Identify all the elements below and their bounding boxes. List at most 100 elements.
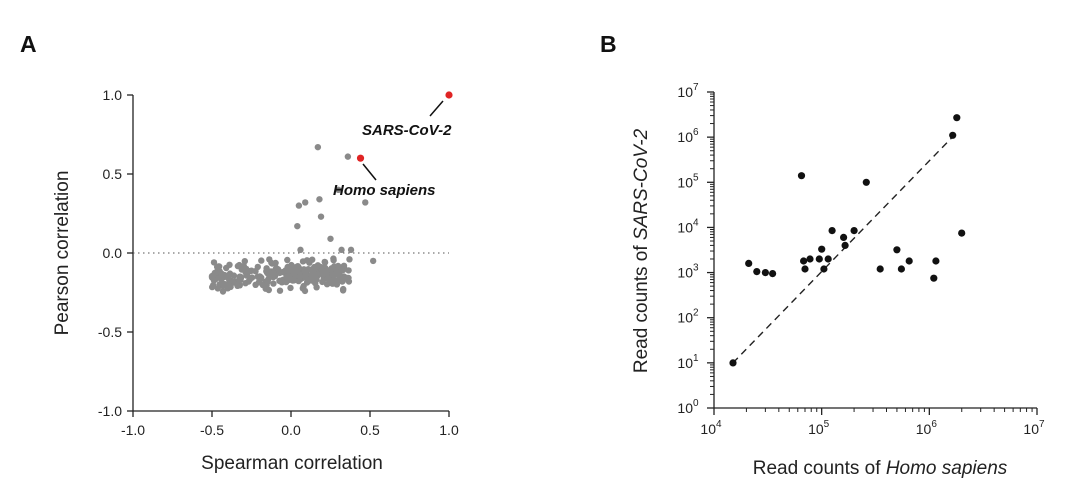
panel-a-point <box>347 246 355 254</box>
panel-a-point <box>339 277 346 285</box>
homo-sapiens-leader-line <box>362 163 377 181</box>
panel-b-point <box>953 114 961 122</box>
panel-b-ytick-label: 100 <box>677 398 699 416</box>
sars-cov-2-leader-line <box>429 100 444 117</box>
panel-b-ytick-label: 103 <box>677 263 699 281</box>
panel-a-point <box>264 278 271 286</box>
panel-a-point <box>266 256 273 263</box>
tick-exponent: 6 <box>693 127 699 138</box>
panel-a-ytick-label: -1.0 <box>98 403 122 419</box>
panel-a-point <box>316 196 323 203</box>
panel-a-point <box>279 268 286 276</box>
panel-a-point <box>339 287 347 294</box>
panel-a-xlabel: Spearman correlation <box>201 453 383 474</box>
panel-a-point <box>220 281 227 289</box>
panel-b-point <box>930 274 938 282</box>
panel-a-xtick-label: 0.0 <box>281 422 301 438</box>
panel-a-ytick-label: -0.5 <box>98 324 122 340</box>
panel-b-ytick-label: 104 <box>677 217 699 235</box>
panel-b-label: B <box>600 31 617 57</box>
panel-b-point <box>818 245 826 253</box>
panel-b-ytick-label: 105 <box>677 172 699 190</box>
panel-a-point <box>272 259 279 267</box>
panel-a-point <box>211 269 218 277</box>
panel-a-points <box>208 91 453 295</box>
tick-exponent: 4 <box>693 217 699 228</box>
panel-a-point <box>362 199 369 206</box>
panel-b-ytick-label: 106 <box>677 127 699 145</box>
panel-b-xlabel-prefix: Read counts of <box>753 458 886 479</box>
panel-a-point <box>225 275 232 282</box>
panel-b-point <box>761 269 770 277</box>
panel-b-point <box>862 178 870 186</box>
panel-a-point <box>242 280 249 287</box>
panel-a-point <box>314 143 322 151</box>
panel-b-xtick-label: 106 <box>916 419 938 437</box>
tick-base: 10 <box>677 400 693 416</box>
tick-base: 10 <box>677 265 693 281</box>
panel-b-points <box>729 114 966 367</box>
panel-b-point <box>753 268 761 276</box>
tick-exponent: 7 <box>1039 419 1045 430</box>
panel-a-point <box>338 246 345 254</box>
panel-b-ylabel: Read counts of SARS-CoV-2 <box>631 128 652 373</box>
panel-b-ylabel-prefix: Read counts of <box>631 240 652 373</box>
panel-a-point <box>276 277 283 285</box>
panel-a-point <box>213 263 221 271</box>
panel-b-point <box>800 257 808 265</box>
panel-b-point <box>820 265 828 273</box>
panel-b-point <box>850 227 858 235</box>
panel-b-xlabel: Read counts of Homo sapiens <box>753 458 1008 479</box>
panel-a-point <box>295 202 303 209</box>
tick-base: 10 <box>677 219 693 235</box>
panel-b-ytick-label: 102 <box>677 308 699 326</box>
panel-a-xtick-label: -1.0 <box>121 422 145 438</box>
panel-a-point <box>254 263 261 271</box>
panel-a-point <box>219 288 227 295</box>
panel-a-xtick-label: 1.0 <box>439 422 459 438</box>
panel-b-point <box>876 265 884 273</box>
tick-base: 10 <box>677 310 693 326</box>
tick-exponent: 5 <box>824 419 830 430</box>
tick-base: 10 <box>916 421 932 437</box>
panel-b-ytick-label: 101 <box>677 353 699 371</box>
panel-a-point <box>324 275 332 282</box>
panel-b-point <box>769 270 777 278</box>
panel-b-point <box>893 246 901 254</box>
panel-b-point <box>828 227 836 235</box>
panel-a-point <box>210 282 217 289</box>
panel-b-xlabel-species: Homo sapiens <box>886 458 1008 479</box>
panel-b-point <box>841 241 849 249</box>
panel-b-point <box>797 172 806 180</box>
panel-a-point <box>299 258 307 265</box>
panel-a-point <box>369 257 377 265</box>
tick-exponent: 3 <box>693 263 699 274</box>
tick-exponent: 1 <box>693 353 699 364</box>
panel-a-xtick-label: 0.5 <box>360 422 380 438</box>
sars-cov-2-annotation: SARS-CoV-2 <box>362 122 452 139</box>
panel-a-point <box>240 262 247 270</box>
panel-b-point <box>745 259 753 267</box>
panel-b-point <box>840 233 848 241</box>
panel-a-point <box>297 246 304 254</box>
panel-a-ylabel: Pearson correlation <box>52 171 73 336</box>
tick-base: 10 <box>808 421 824 437</box>
panel-a-point <box>287 284 294 292</box>
panel-a-point <box>255 279 263 286</box>
panel-a-point <box>297 273 304 280</box>
panel-a-point <box>310 270 317 278</box>
panel-b-diagonal-line <box>732 134 955 364</box>
homo-sapiens-annotation: Homo sapiens <box>333 182 436 199</box>
panel-b-point <box>824 255 832 263</box>
panel-a-highlight-point <box>356 154 365 162</box>
panel-b-point <box>729 359 737 367</box>
tick-exponent: 7 <box>693 82 699 93</box>
panel-a-point <box>224 285 231 292</box>
panel-b-point <box>905 257 913 265</box>
panel-a-ytick-label: 0.0 <box>103 245 123 261</box>
panel-b-point <box>801 265 809 273</box>
panel-a-point <box>319 278 326 286</box>
panel-a-point <box>301 267 308 274</box>
panel-b-ytick-label: 107 <box>677 82 699 100</box>
